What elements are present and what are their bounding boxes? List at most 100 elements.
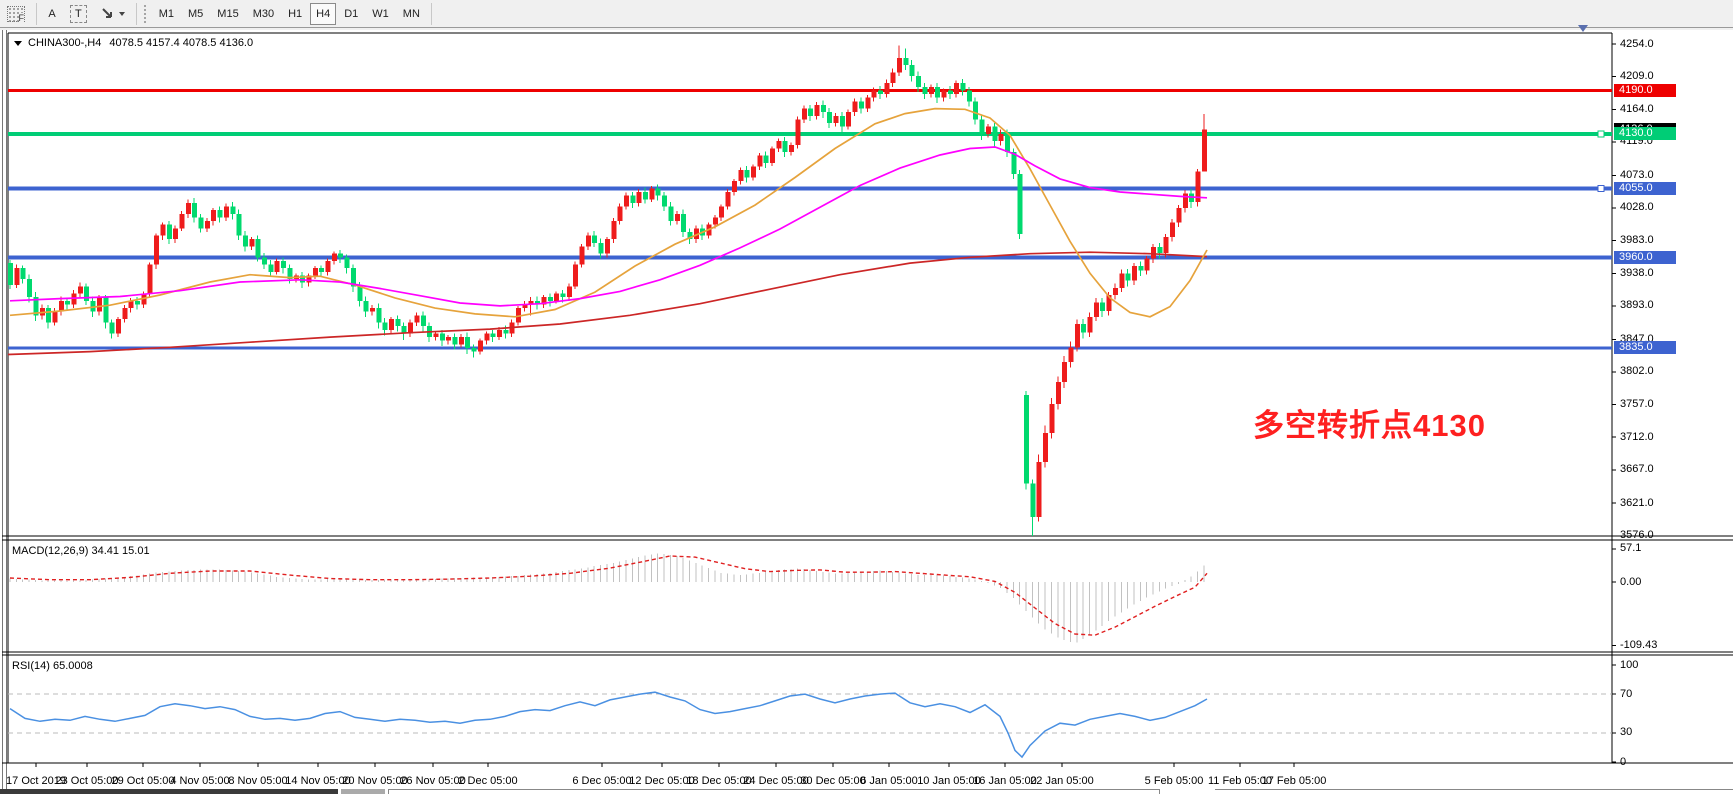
candle-body: [1106, 295, 1112, 311]
rsi-line: [9, 691, 1208, 759]
symbol-dropdown-icon[interactable]: [14, 40, 22, 46]
price-tick-label: 3802.0: [1620, 365, 1654, 378]
candle-body: [179, 213, 185, 229]
annotate-a-button[interactable]: A: [48, 7, 56, 20]
line-handle-4130.0[interactable]: [1597, 130, 1605, 138]
candle-body: [1055, 382, 1061, 404]
candle-body: [1138, 265, 1144, 271]
candle-body: [846, 112, 852, 127]
timeframe-button-h4[interactable]: H4: [310, 2, 337, 25]
candle-body: [420, 315, 426, 327]
candle-body: [858, 101, 864, 109]
candle-body: [757, 155, 763, 167]
timeframe-button-m5[interactable]: M5: [188, 7, 204, 20]
candle-body: [20, 268, 26, 280]
candle-body: [503, 329, 509, 334]
candle-body: [808, 108, 814, 116]
candle-body: [1004, 133, 1010, 153]
candle-body: [319, 268, 325, 272]
timeframe-button-h1[interactable]: H1: [288, 7, 303, 20]
rsi-tick-label: 100: [1620, 658, 1639, 671]
candle-body: [738, 170, 744, 182]
candle-body: [255, 239, 261, 258]
candle-body: [173, 228, 179, 240]
timeframe-button-m15[interactable]: M15: [217, 7, 239, 20]
candle-body: [604, 239, 610, 254]
candle-body: [1062, 361, 1068, 383]
timeframe-button-group: M1 M5 M15 M30 H1 H4 D1 W1 MN: [152, 2, 427, 25]
status-strip-segment: [341, 789, 385, 794]
candle-body: [598, 242, 604, 254]
candle-body: [750, 166, 756, 178]
macd-signal-line: [9, 555, 1208, 636]
candle-body: [1170, 222, 1176, 237]
candle-body: [84, 286, 90, 301]
candle-body: [8, 263, 13, 285]
toolbar-separator: [36, 2, 37, 25]
candle-body: [617, 206, 623, 222]
candle-body: [827, 112, 833, 124]
annotation-text[interactable]: 多空转折点4130: [1253, 408, 1486, 443]
candle-body: [458, 337, 464, 345]
candle-body: [573, 264, 579, 287]
status-strip-segment: [388, 789, 1160, 794]
styles-arrow-button[interactable]: [95, 3, 131, 25]
time-axis-label: 17 Feb 05:00: [1261, 775, 1327, 787]
time-axis-label: 6 Jan 05:00: [860, 775, 918, 787]
candle-body: [998, 133, 1004, 142]
text-label-button[interactable]: T: [64, 3, 93, 25]
time-axis-label: 20 Nov 05:00: [342, 775, 408, 787]
candle-body: [115, 318, 121, 334]
candle-body: [1195, 171, 1201, 203]
candle-body: [452, 337, 458, 345]
line-handle-4055.0[interactable]: [1597, 184, 1605, 192]
candle-body: [1151, 247, 1156, 259]
candle-body: [490, 333, 496, 338]
candle-body: [312, 268, 318, 276]
candle-body: [992, 126, 998, 142]
candle-body: [477, 340, 483, 352]
candle-body: [249, 239, 255, 247]
candle-body: [725, 191, 731, 207]
macd-tick-label: 57.1: [1620, 542, 1642, 555]
candle-body: [985, 126, 991, 134]
candle-body: [960, 83, 966, 91]
candle-body: [236, 213, 242, 236]
timeframe-button-d1[interactable]: D1: [344, 7, 359, 20]
candle-body: [331, 253, 337, 261]
candle-body: [579, 246, 585, 265]
candle-body: [1163, 236, 1169, 253]
timeframe-button-m30[interactable]: M30: [252, 7, 275, 20]
candle-body: [433, 333, 439, 338]
candle-body: [192, 202, 198, 218]
price-tick-label: 3576.0: [1620, 529, 1654, 542]
candle-body: [350, 268, 356, 287]
timeframe-button-w1[interactable]: W1: [372, 7, 389, 20]
candle-body: [122, 308, 128, 319]
candle-body: [636, 191, 642, 203]
candle-body: [344, 257, 350, 269]
timeframe-button-mn[interactable]: MN: [402, 7, 420, 20]
chart-shift-marker-icon[interactable]: [1578, 25, 1588, 32]
toolbar-drag-handle[interactable]: [142, 3, 148, 24]
candle-body: [884, 83, 890, 95]
diagonal-arrow-icon: [102, 7, 112, 18]
snap-grid-button[interactable]: F: [1, 3, 31, 25]
candle-body: [401, 326, 407, 334]
time-axis-label: 5 Feb 05:00: [1144, 775, 1204, 787]
rsi-tick-label: 70: [1620, 687, 1633, 700]
candle-body: [1100, 302, 1106, 311]
time-axis-label: 29 Oct 05:00: [111, 775, 175, 787]
time-axis-label: 4 Nov 05:00: [170, 775, 230, 787]
candle-body: [389, 318, 394, 330]
toolbar: F A T M1 M5 M15 M30 H1 H4 D1 W1 MN: [0, 0, 1733, 28]
candle-body: [217, 210, 223, 218]
price-tick-label: 3983.0: [1620, 234, 1654, 247]
candle-body: [160, 224, 166, 236]
timeframe-button-m1[interactable]: M1: [158, 7, 175, 20]
price-tick-label: 3938.0: [1620, 266, 1654, 279]
candle-body: [522, 304, 528, 309]
candle-body: [496, 329, 502, 338]
candle-body: [630, 195, 636, 203]
